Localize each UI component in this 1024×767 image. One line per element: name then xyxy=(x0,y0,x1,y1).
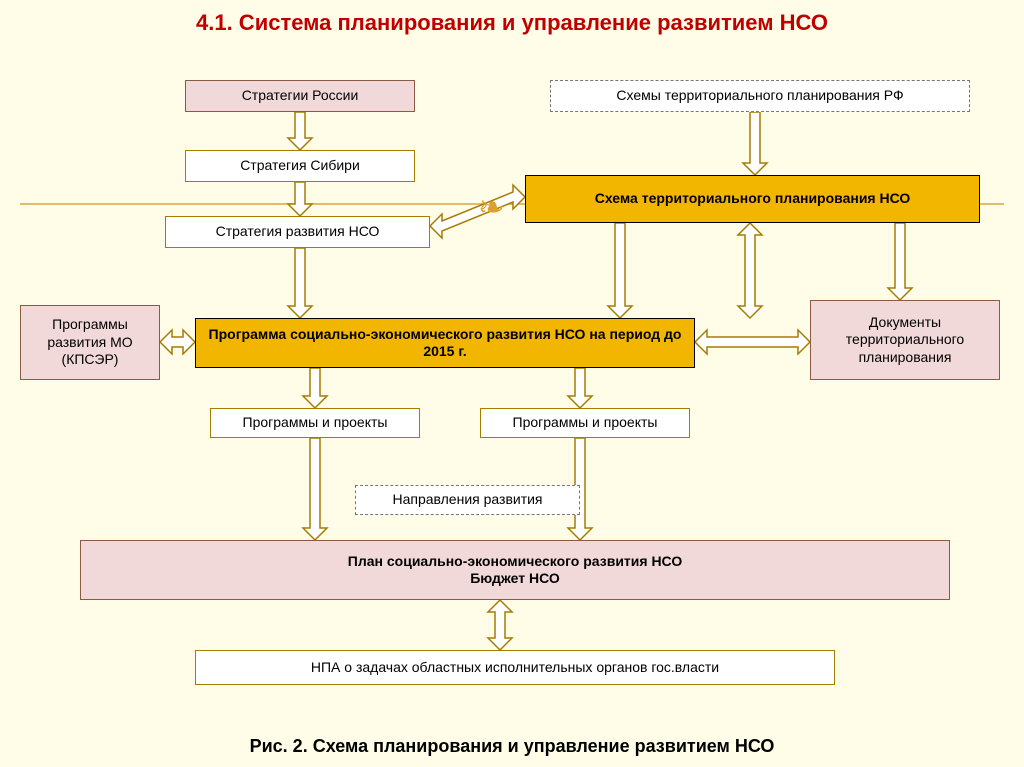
node-n_doc: Документы территориального планирования xyxy=(810,300,1000,380)
decorative-flourish: ❧ xyxy=(478,188,505,226)
node-n_npa: НПА о задачах областных исполнительных о… xyxy=(195,650,835,685)
node-n_pp2: Программы и проекты xyxy=(480,408,690,438)
figure-caption: Рис. 2. Схема планирования и управление … xyxy=(0,736,1024,757)
node-n_sib: Стратегия Сибири xyxy=(185,150,415,182)
node-n_plan: План социально-экономического развития Н… xyxy=(80,540,950,600)
node-n_rus: Стратегии России xyxy=(185,80,415,112)
node-n_terr: Схема территориального планирования НСО xyxy=(525,175,980,223)
page-title: 4.1. Система планирования и управление р… xyxy=(0,10,1024,36)
node-n_prog: Программа социально-экономического разви… xyxy=(195,318,695,368)
node-n_nso: Стратегия развития НСО xyxy=(165,216,430,248)
node-n_rf: Схемы территориального планирования РФ xyxy=(550,80,970,112)
node-n_mo: Программы развития МО (КПСЭР) xyxy=(20,305,160,380)
node-n_dir: Направления развития xyxy=(355,485,580,515)
node-n_pp1: Программы и проекты xyxy=(210,408,420,438)
